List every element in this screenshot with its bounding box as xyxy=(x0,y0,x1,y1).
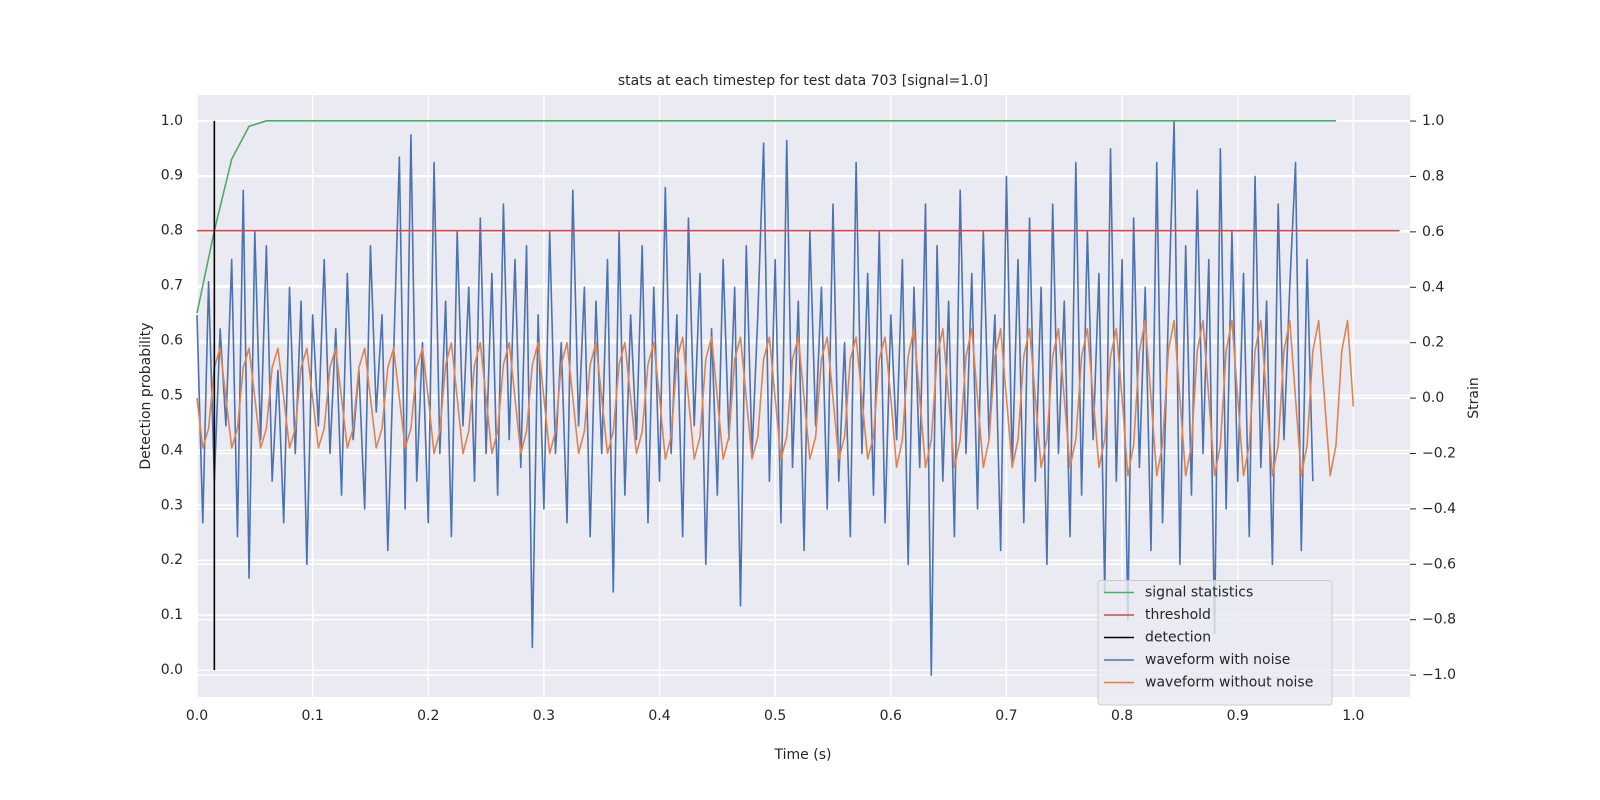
legend-box xyxy=(1097,580,1333,706)
legend-label: threshold xyxy=(1145,607,1211,623)
x-tick-label: 0.9 xyxy=(1227,708,1249,724)
x-axis-label: Time (s) xyxy=(774,747,832,763)
x-tick-label: 0.7 xyxy=(995,708,1017,724)
legend-label: waveform with noise xyxy=(1145,652,1290,668)
y2-tick-label: 0.6 xyxy=(1422,224,1444,240)
y-tick-label: 0.8 xyxy=(161,223,183,239)
y-tick-label: 0.4 xyxy=(161,442,183,458)
y2-tick-label: −0.8 xyxy=(1422,612,1456,628)
y2-tick-label: 1.0 xyxy=(1422,113,1444,129)
y-axis-label: Detection probability xyxy=(138,322,154,469)
x-tick-label: 0.1 xyxy=(302,708,324,724)
y2-tick-label: −0.6 xyxy=(1422,556,1456,572)
y-tick-label: 0.7 xyxy=(161,278,183,294)
legend-label: detection xyxy=(1145,630,1211,646)
series-line xyxy=(196,120,1336,314)
plot-lines xyxy=(196,120,1400,676)
x-tick-label: 0.3 xyxy=(533,708,555,724)
x-tick-label: 0.4 xyxy=(648,708,670,724)
y-tick-label: 0.3 xyxy=(161,497,183,513)
y2-tick-label: −1.0 xyxy=(1422,667,1456,683)
series-line xyxy=(196,319,1355,477)
y2-tick-label: 0.8 xyxy=(1422,168,1444,184)
series-line xyxy=(196,120,1314,676)
y-tick-label: 0.1 xyxy=(161,607,183,623)
y-tick-label: 0.9 xyxy=(161,168,183,184)
y2-tick-label: −0.2 xyxy=(1422,445,1456,461)
x-tick-label: 0.5 xyxy=(764,708,786,724)
legend: signal statistics threshold detection wavef… xyxy=(1097,580,1333,706)
y2-tick-label: 0.4 xyxy=(1422,279,1444,295)
y2-axis-label: Strain xyxy=(1466,377,1482,418)
y-tick-label: 0.2 xyxy=(161,552,183,568)
x-tick-label: 0.2 xyxy=(417,708,439,724)
y2-tick-label: −0.4 xyxy=(1422,501,1456,517)
y-tick-label: 0.6 xyxy=(161,333,183,349)
y-tick-label: 1.0 xyxy=(161,113,183,129)
y-tick-label: 0.0 xyxy=(161,662,183,678)
y-tick-label: 0.5 xyxy=(161,387,183,403)
x-tick-label: 1.0 xyxy=(1342,708,1364,724)
x-tick-label: 0.6 xyxy=(880,708,902,724)
y2-tick-label: 0.0 xyxy=(1422,390,1444,406)
x-tick-label: 0.8 xyxy=(1111,708,1133,724)
x-tick-label: 0.0 xyxy=(186,708,208,724)
y2-tick-label: 0.2 xyxy=(1422,335,1444,351)
legend-label: waveform without noise xyxy=(1145,675,1313,691)
legend-label: signal statistics xyxy=(1145,585,1253,601)
chart-title: stats at each timestep for test data 703… xyxy=(618,73,988,89)
